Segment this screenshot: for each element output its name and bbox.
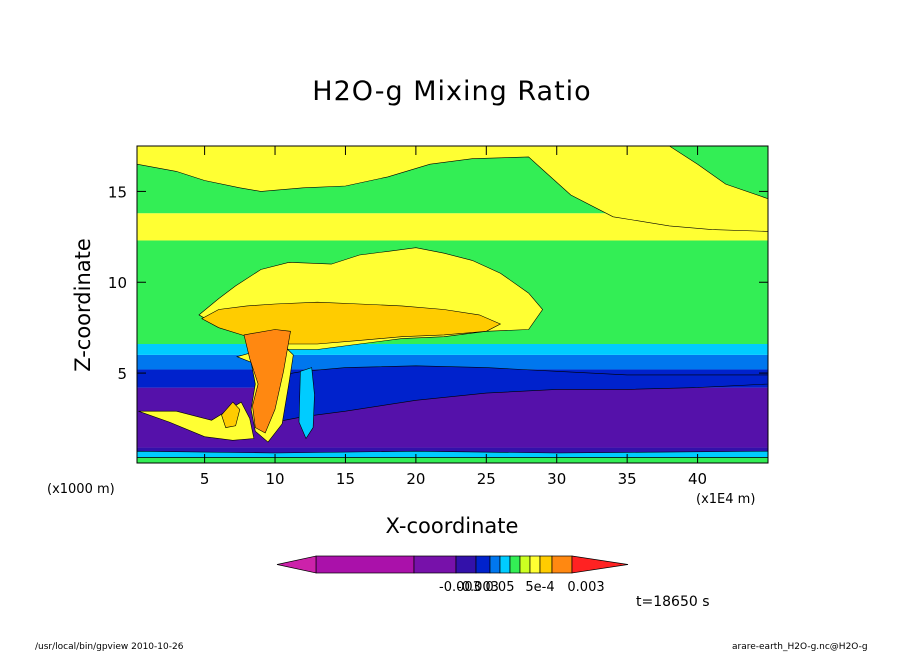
colorbar-segment — [551, 555, 573, 574]
left-yellow-tongue — [138, 401, 255, 441]
colorbar-label: -0.003 — [457, 580, 499, 595]
left-orange-blob — [221, 401, 241, 428]
plot-frame — [136, 145, 769, 464]
time-label: t=18650 s — [636, 594, 710, 610]
y-axis-label: Z-coordinate — [71, 238, 95, 372]
y-tick-label: 15 — [108, 183, 127, 201]
x-tick-label: 30 — [547, 470, 566, 488]
footer-right: arare-earth_H2O-g.nc@H2O-g — [732, 642, 868, 652]
surface-cyan-layer — [136, 450, 769, 458]
x-axis-unit-left: (x1000 m) — [47, 482, 115, 497]
chart-title: H2O-g Mixing Ratio — [312, 76, 592, 107]
x-tick-label: 20 — [406, 470, 425, 488]
colorbar-label: -0.003 — [439, 580, 481, 595]
footer-left: /usr/local/bin/gpview 2010-10-26 — [35, 642, 184, 652]
x-tick-label: 5 — [200, 470, 210, 488]
colorbar-label: 5e-4 — [525, 580, 554, 595]
colorbar-segment — [539, 555, 553, 574]
x-tick-label: 35 — [618, 470, 637, 488]
y-tick-label: 10 — [108, 274, 127, 292]
contour-band-3 — [137, 354, 768, 370]
colorbar-segment — [529, 555, 541, 574]
x-axis-ticks: 5 10 15 20 25 30 35 40 — [200, 146, 707, 488]
x-axis-unit-right: (x1E4 m) — [696, 492, 756, 507]
upper-yellow-region — [136, 145, 769, 232]
x-tick-label: 10 — [265, 470, 284, 488]
colorbar-segment — [475, 555, 491, 574]
colorbar-label: 0.003 — [567, 580, 604, 595]
y-tick-label: 5 — [117, 365, 127, 383]
x-tick-label: 25 — [477, 470, 496, 488]
colorbar-low-arrow — [276, 555, 317, 574]
colorbar-segment — [455, 555, 477, 574]
surface-green-layer — [136, 457, 769, 464]
colorbar-segment — [315, 555, 415, 574]
colorbar-segment — [519, 555, 531, 574]
contour-band-4 — [137, 344, 768, 355]
y-axis-ticks: 5 10 15 — [108, 183, 768, 383]
x-tick-label: 40 — [688, 470, 707, 488]
colorbar-label: 0.05 — [486, 580, 515, 595]
contour-field — [136, 145, 769, 464]
colorbar-segment — [489, 555, 501, 574]
colorbar-high-arrow — [571, 555, 629, 574]
colorbar-segment — [499, 555, 511, 574]
colorbar-segment — [413, 555, 457, 574]
core-orange-region — [243, 329, 291, 434]
x-axis-label: X-coordinate — [385, 514, 519, 538]
colorbar-segment — [509, 555, 521, 574]
x-tick-label: 15 — [336, 470, 355, 488]
core-cyan-region — [298, 367, 315, 440]
